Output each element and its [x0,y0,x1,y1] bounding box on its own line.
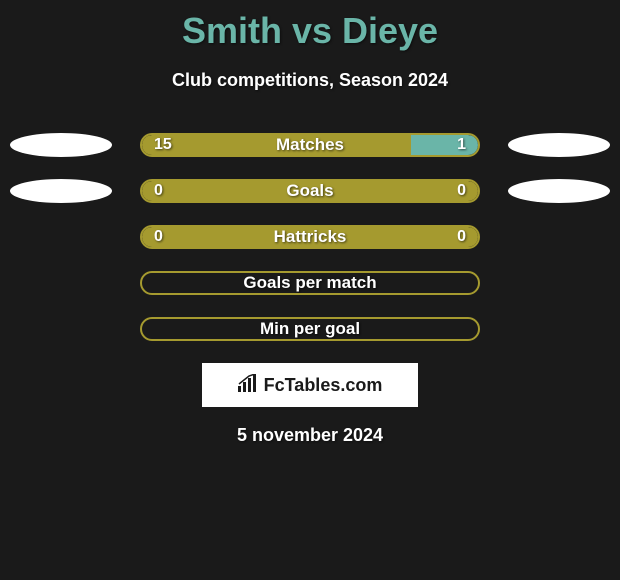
player-left-ellipse [10,133,112,157]
stat-row: 00Goals [0,179,620,203]
stat-label: Min per goal [142,319,478,339]
logo-box: FcTables.com [202,363,418,407]
stat-label: Hattricks [142,227,478,247]
comparison-title: Smith vs Dieye [0,0,620,52]
player-right-ellipse [508,133,610,157]
player-left-ellipse [10,179,112,203]
stat-bar: 00Goals [140,179,480,203]
stat-row: 00Hattricks [0,225,620,249]
stats-container: 151Matches 00Goals 00Hattricks Goals per ma… [0,133,620,341]
stat-bar: Min per goal [140,317,480,341]
date-text: 5 november 2024 [0,425,620,446]
stat-label: Goals [142,181,478,201]
stat-row: Goals per match [0,271,620,295]
stat-label: Goals per match [142,273,478,293]
comparison-subtitle: Club competitions, Season 2024 [0,70,620,91]
logo-text: FcTables.com [238,374,383,397]
stat-label: Matches [142,135,478,155]
stat-row: Min per goal [0,317,620,341]
stat-bar: 00Hattricks [140,225,480,249]
logo-label: FcTables.com [264,375,383,396]
player-right-ellipse [508,179,610,203]
stat-row: 151Matches [0,133,620,157]
stat-bar: Goals per match [140,271,480,295]
stat-bar: 151Matches [140,133,480,157]
chart-icon [238,374,260,397]
